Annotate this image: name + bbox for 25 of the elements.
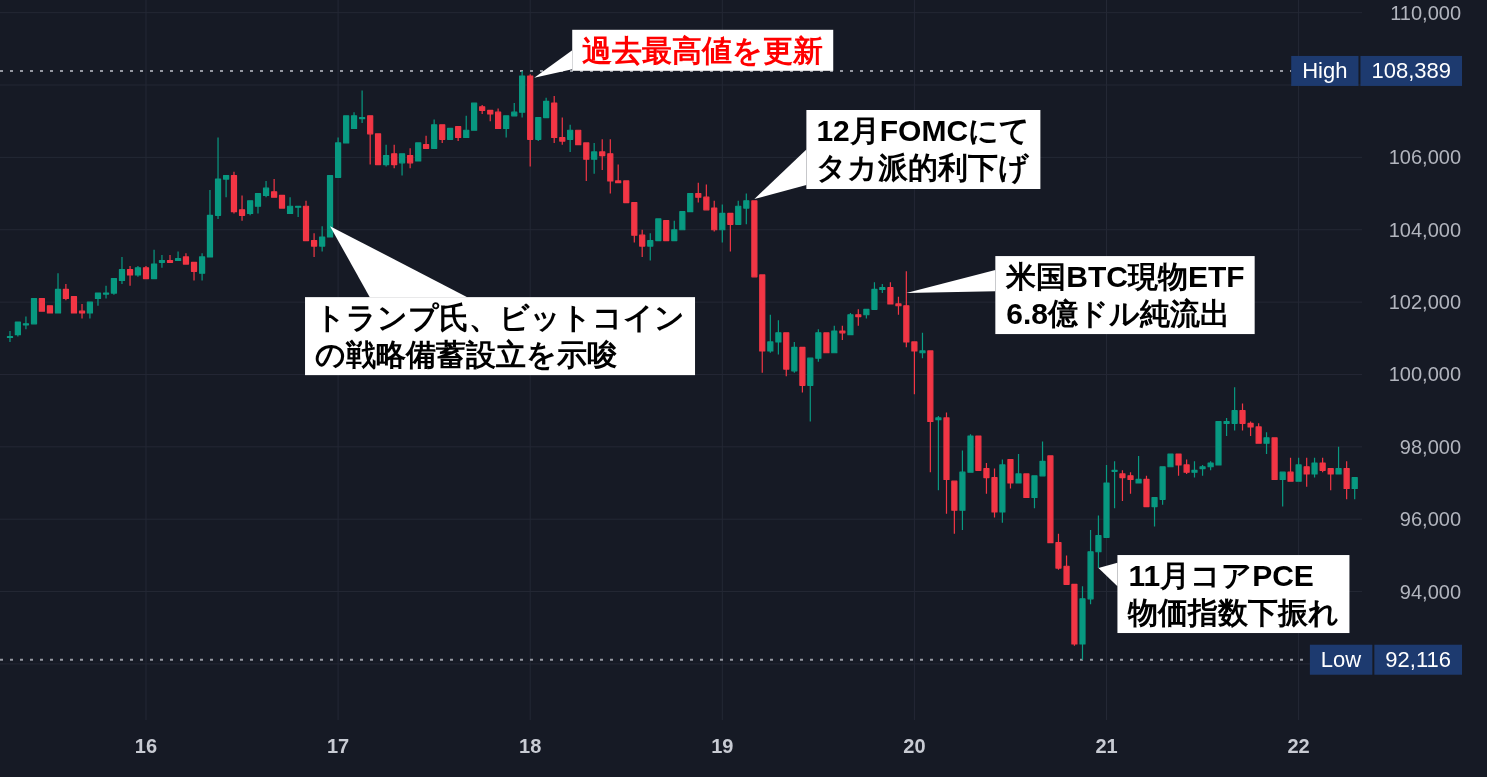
y-tick-label: 100,000	[1388, 363, 1461, 386]
annotation: 11月コアPCE 物価指数下振れ	[1117, 555, 1350, 634]
y-tick-label: 106,000	[1388, 146, 1461, 169]
annotation: 11月コアPCE 物価指数下振れ	[1127, 559, 1340, 630]
x-tick-label: 21	[1095, 735, 1118, 757]
y-tick-label: 98,000	[1399, 435, 1461, 458]
x-tick-label: 20	[903, 735, 926, 757]
ref-line-label: High 108,389	[1291, 55, 1462, 86]
y-tick-label: 94,000	[1399, 580, 1461, 603]
x-tick-label: 18	[519, 735, 542, 757]
y-tick-label: 102,000	[1388, 291, 1461, 314]
ref-line-label: High 108,389	[1302, 58, 1451, 84]
y-tick-label: 110,000	[1390, 1, 1461, 24]
x-tick-label: 17	[326, 735, 350, 757]
y-tick-label: 96,000	[1399, 508, 1461, 531]
y-tick-label: 104,000	[1388, 218, 1461, 241]
annotation: 12月FOMCにてタカ派的利下げ	[816, 113, 1031, 185]
x-tick-label: 19	[711, 735, 734, 757]
ref-line-label: Low 92,116	[1320, 647, 1451, 673]
annotation: 過去最高値を更新	[582, 33, 824, 67]
x-tick-label: 22	[1287, 735, 1310, 757]
annotation: 米国BTC現物ETF 6.8億ドル純流出	[995, 256, 1255, 335]
ref-line-label: Low 92,116	[1309, 644, 1462, 675]
annotation: 米国BTC現物ETF 6.8億ドル純流出	[1005, 260, 1245, 331]
x-tick-label: 16	[134, 735, 158, 757]
